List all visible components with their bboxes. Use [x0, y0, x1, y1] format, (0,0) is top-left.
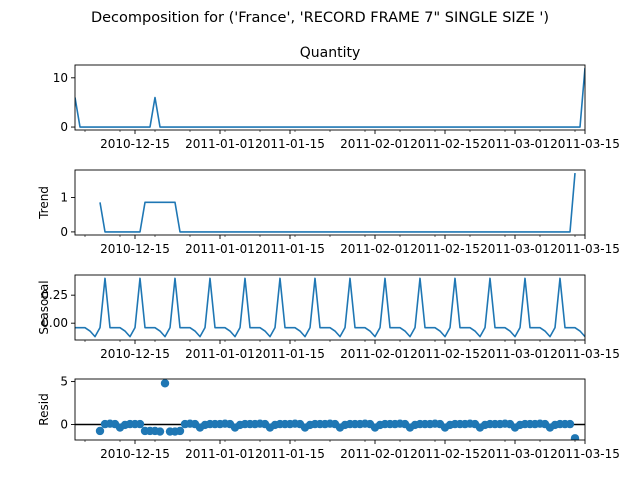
x-tick-label: 2011-02-15: [410, 447, 480, 461]
x-tick-label: 2011-02-01: [340, 242, 410, 256]
x-tick-label: 2011-01-01: [185, 347, 255, 361]
y-tick-label: 10: [53, 71, 68, 85]
figure-suptitle: Decomposition for ('France', 'RECORD FRA…: [91, 10, 549, 26]
x-tick-label: 2011-03-15: [550, 347, 620, 361]
plot-area: [75, 277, 585, 338]
plot-area: [75, 67, 585, 128]
y-tick-label: 1: [60, 191, 68, 205]
data-point: [565, 419, 575, 429]
x-tick-label: 2010-12-15: [100, 137, 170, 151]
y-tick-label: 0.00: [41, 316, 68, 330]
x-tick-label: 2011-02-15: [410, 347, 480, 361]
data-point: [155, 427, 165, 436]
data-point: [160, 379, 170, 388]
x-tick-label: 2011-02-15: [410, 242, 480, 256]
x-tick-label: 2011-02-01: [340, 347, 410, 361]
y-tick-label: 0: [60, 225, 68, 239]
data-point: [135, 419, 145, 429]
x-tick-label: 2011-02-15: [410, 137, 480, 151]
y-axis-label: Resid: [37, 393, 51, 425]
x-tick-label: 2011-01-01: [185, 242, 255, 256]
x-tick-label: 2011-01-15: [255, 447, 325, 461]
series-line: [75, 277, 585, 338]
x-tick-label: 2011-01-01: [185, 447, 255, 461]
y-axis-label: Trend: [37, 186, 51, 220]
x-tick-label: 2011-03-01: [480, 242, 550, 256]
series-line: [75, 67, 585, 128]
x-tick-label: 2011-03-15: [550, 137, 620, 151]
y-tick-label: 0: [60, 120, 68, 134]
x-tick-label: 2011-03-01: [480, 347, 550, 361]
plot-area: [99, 173, 576, 233]
y-tick-label: 5: [60, 375, 68, 389]
x-tick-label: 2010-12-15: [100, 447, 170, 461]
x-tick-label: 2011-03-15: [550, 447, 620, 461]
data-point: [570, 434, 580, 440]
x-tick-label: 2011-01-15: [255, 347, 325, 361]
data-point: [95, 426, 105, 436]
x-tick-label: 2011-03-01: [480, 137, 550, 151]
panel-resid: Resid 0 5 2010-12-15 2011-01-01 2011-01-15 201…: [37, 375, 620, 461]
y-tick-label: 0: [60, 418, 68, 432]
series-line: [99, 173, 576, 233]
x-tick-label: 2011-01-15: [255, 242, 325, 256]
plot-area: [75, 379, 585, 440]
x-tick-label: 2010-12-15: [100, 347, 170, 361]
y-tick-label: 0.25: [41, 288, 68, 302]
panel-observed: Quantity 0 10 2010-12-15 2011-01-01 2011-01-1…: [53, 45, 620, 151]
x-tick-label: 2011-03-15: [550, 242, 620, 256]
x-tick-label: 2011-01-01: [185, 137, 255, 151]
panel-title: Quantity: [300, 45, 361, 61]
x-tick-label: 2011-02-01: [340, 447, 410, 461]
x-tick-label: 2011-03-01: [480, 447, 550, 461]
x-tick-label: 2011-01-15: [255, 137, 325, 151]
y-axis-label: Seasonal: [37, 280, 51, 334]
data-point: [175, 426, 185, 436]
x-tick-label: 2011-02-01: [340, 137, 410, 151]
x-tick-label: 2010-12-15: [100, 242, 170, 256]
panel-trend: Trend 0 1 2010-12-15 2011-01-01 2011-01-15 201…: [37, 169, 620, 256]
